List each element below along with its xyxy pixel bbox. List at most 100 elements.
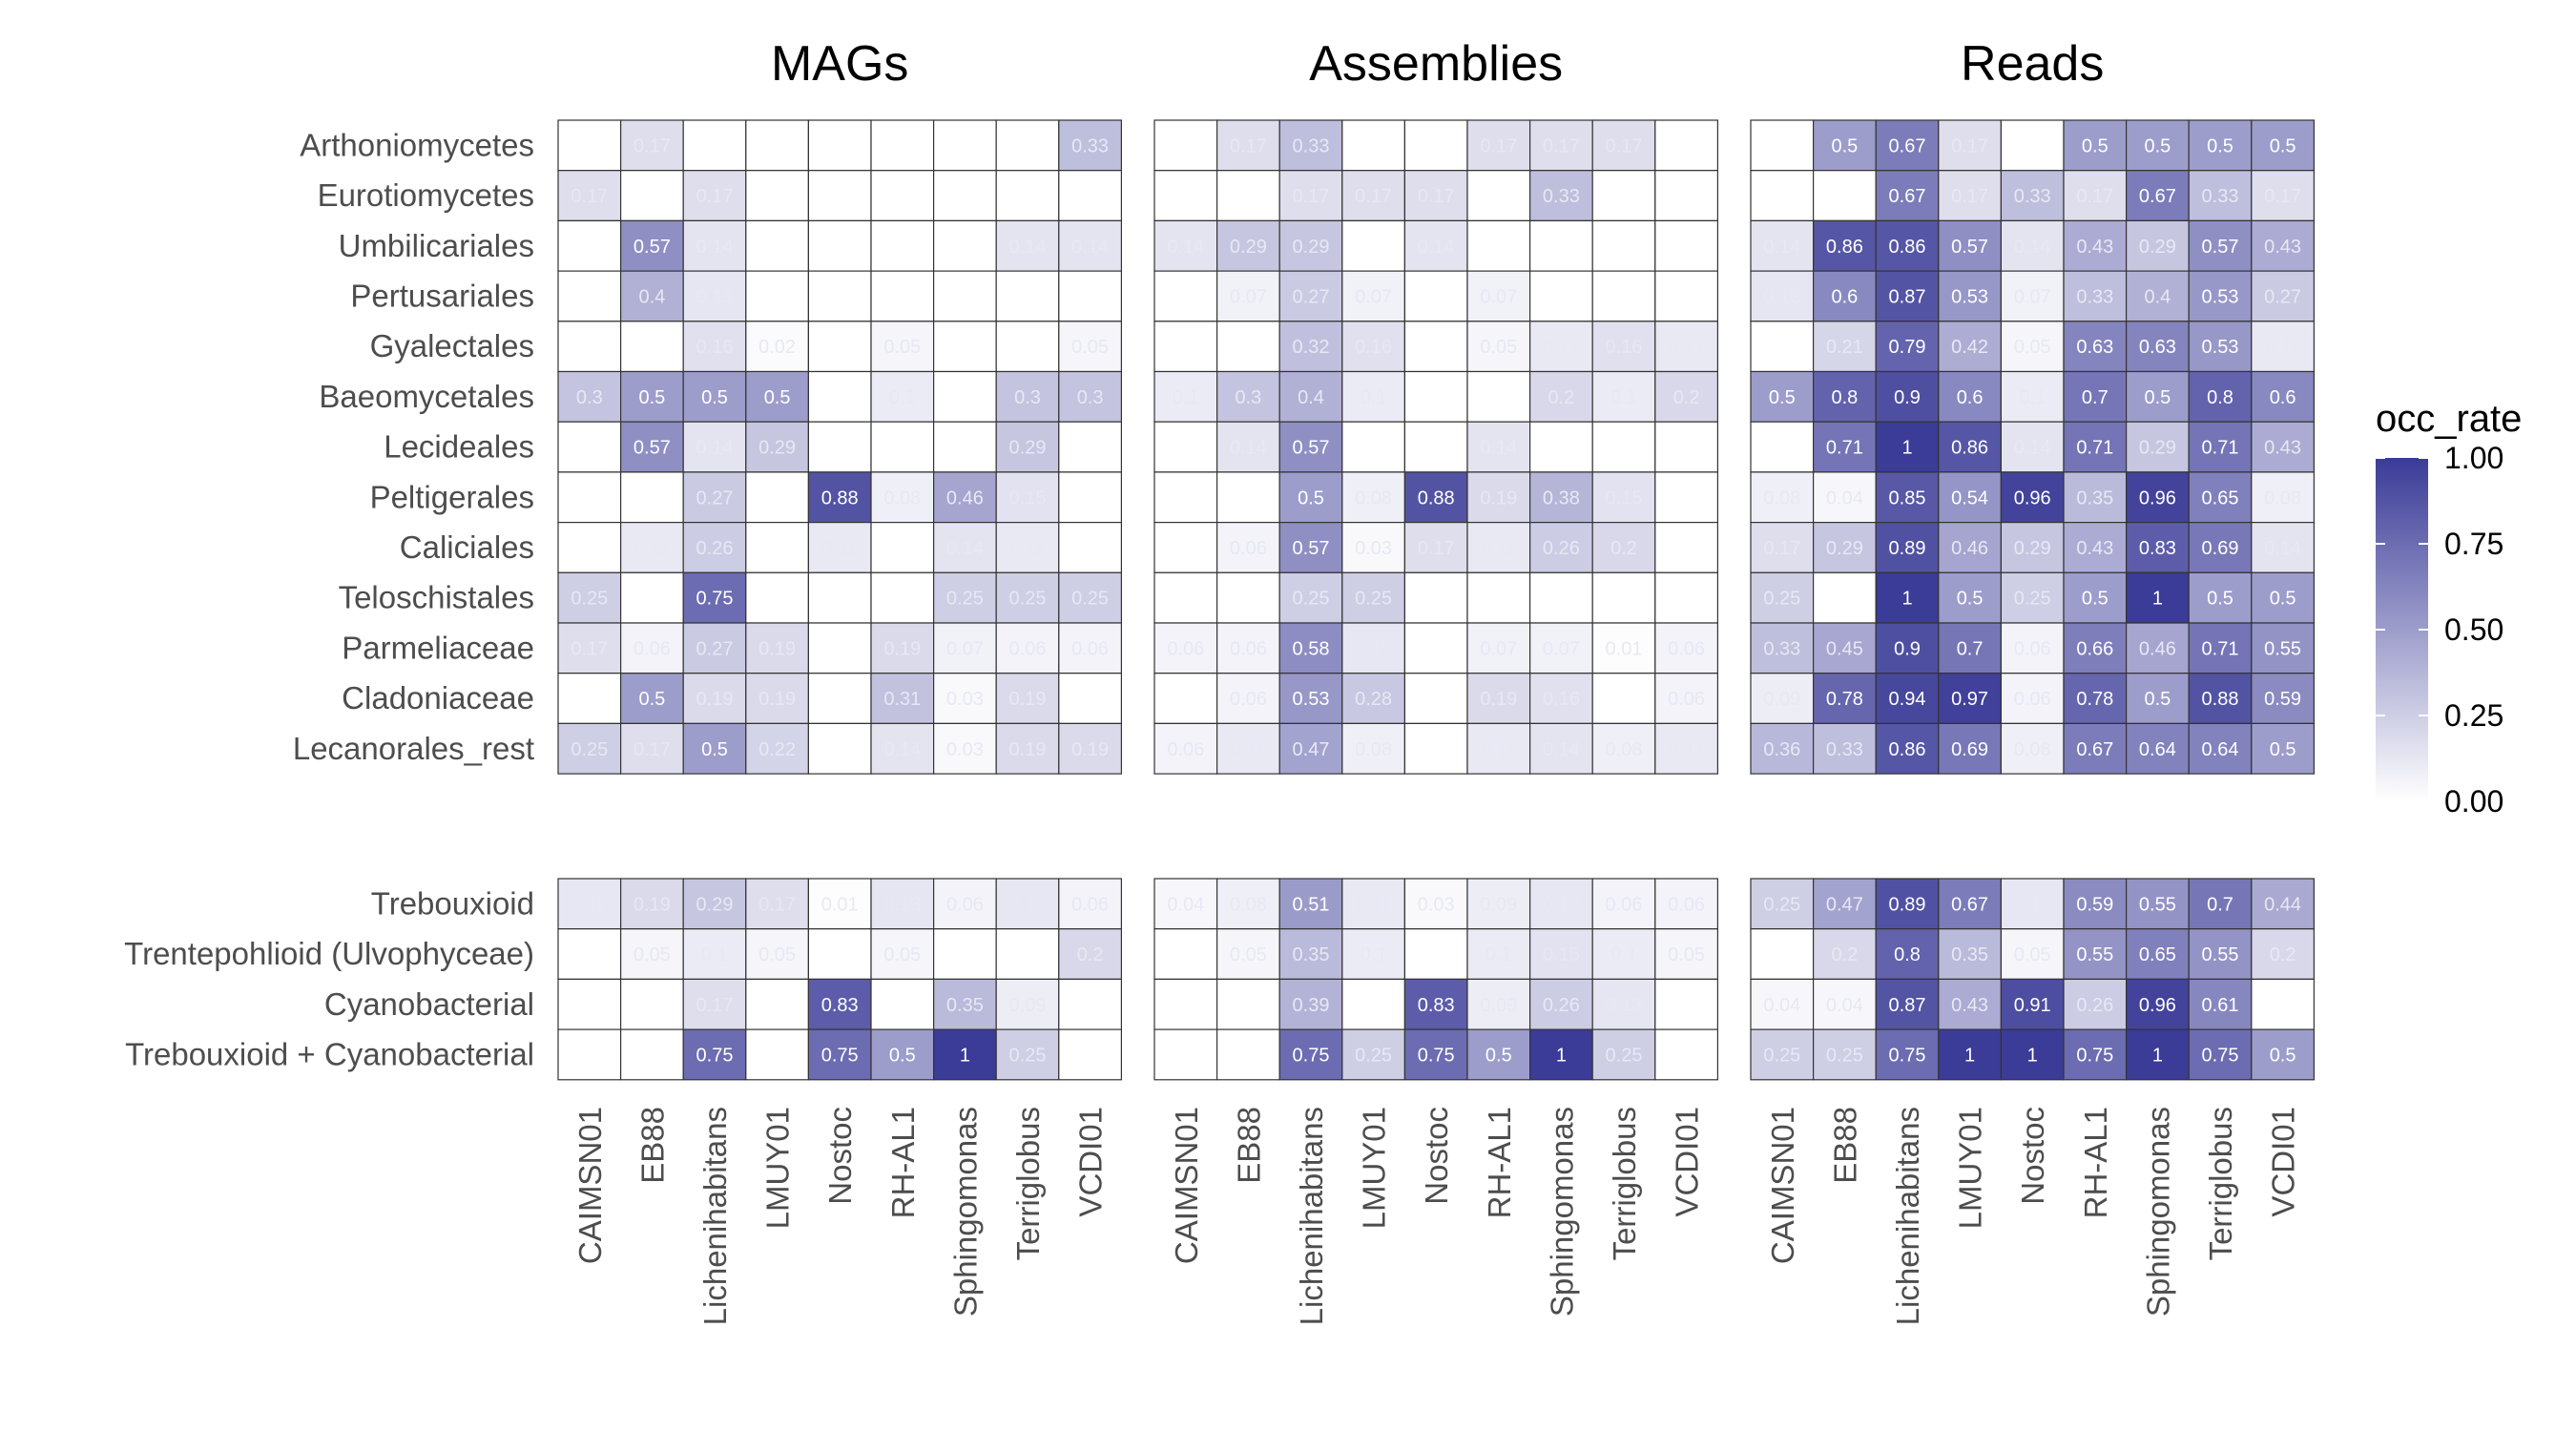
cell-value-label: 0.33 — [1071, 135, 1109, 156]
heatmap-cell — [932, 170, 997, 221]
heatmap-cell — [1750, 1028, 1815, 1081]
cell-value-label: 0.15 — [1606, 487, 1643, 508]
heatmap-cell — [682, 1028, 747, 1081]
cell-value-label: 0.07 — [1230, 286, 1267, 307]
heatmap-cell — [2188, 571, 2253, 624]
heatmap-cell — [1058, 170, 1123, 221]
heatmap-cell — [1153, 878, 1218, 930]
heatmap-cell — [932, 270, 997, 322]
cell-value-label: 0.06 — [1167, 638, 1204, 659]
heatmap-cell — [2126, 722, 2190, 775]
cell-value-label: 0.11 — [1669, 337, 1704, 358]
heatmap-cell — [870, 928, 935, 981]
cell-value-label: 0.17 — [571, 186, 608, 207]
heatmap-cell — [932, 878, 997, 930]
heatmap-cell — [2251, 170, 2316, 221]
cell-value-label: 0.1 — [1610, 944, 1637, 965]
heatmap-cell — [1466, 370, 1531, 423]
cell-value-label: 0.26 — [2076, 995, 2113, 1016]
cell-value-label: 0.5 — [2144, 387, 2171, 408]
cell-value-label: 0.27 — [2264, 286, 2301, 307]
cell-value-label: 0.57 — [1293, 438, 1330, 459]
cell-value-label: 0.71 — [1826, 438, 1863, 459]
heatmap-cell — [682, 673, 747, 725]
heatmap-cell — [1528, 622, 1593, 674]
heatmap-cell — [995, 370, 1060, 423]
column-label-terriglobus: Terriglobus — [2203, 1107, 2238, 1260]
heatmap-cell — [2126, 978, 2190, 1030]
cell-value-label: 0.33 — [1543, 186, 1580, 207]
heatmap-cell — [1654, 1028, 1719, 1081]
cell-value-label: 0.13 — [883, 894, 921, 915]
cell-value-label: 0.06 — [1071, 894, 1109, 915]
heatmap-cell — [1466, 119, 1531, 172]
heatmap-cell — [2000, 119, 2065, 172]
cell-value-label: 1 — [2152, 1045, 2163, 1066]
cell-value-label: 0.09 — [1009, 995, 1047, 1016]
heatmap-cell — [2063, 270, 2128, 322]
cell-value-label: 0.58 — [1293, 638, 1330, 659]
heatmap-cell — [2188, 321, 2253, 373]
cell-value-label: 0.07 — [1355, 286, 1392, 307]
cell-value-label: 0.11 — [1544, 337, 1579, 358]
cell-value-label: 0.19 — [696, 689, 734, 710]
cell-value-label: 0.06 — [1167, 739, 1204, 760]
heatmap-cell — [745, 270, 809, 322]
heatmap-cell — [2251, 673, 2316, 725]
heatmap-cell — [1278, 119, 1343, 172]
heatmap-cell — [557, 421, 622, 473]
heatmap-cell — [2063, 321, 2128, 373]
heatmap-cell — [1654, 370, 1719, 423]
column-label-lichenihabitans: Lichenihabitans — [1890, 1107, 1925, 1325]
cell-value-label: 0.19 — [883, 638, 921, 659]
column-label-rh-al1: RH-AL1 — [885, 1107, 921, 1218]
heatmap-cell — [1215, 170, 1280, 221]
heatmap-cell — [1278, 928, 1343, 981]
cell-value-label: 0.2 — [1610, 538, 1637, 559]
cell-value-label: 1 — [1901, 589, 1912, 610]
heatmap-cell — [1812, 270, 1877, 322]
cell-value-label: 0.33 — [2014, 186, 2051, 207]
heatmap-cell — [1591, 219, 1656, 272]
cell-value-label: 0.06 — [2014, 689, 2051, 710]
heatmap-cell — [932, 622, 997, 674]
heatmap-cell — [2251, 321, 2316, 373]
cell-group-mags-1: 0.12 0.19 0.29 0.17 0.01 0.13 0.06 0.12 0.06 0.05… — [557, 878, 1123, 1081]
cell-value-label: 0.14 — [946, 538, 984, 559]
heatmap-cell — [557, 119, 622, 172]
heatmap-cell — [619, 928, 684, 981]
heatmap-cell — [1058, 119, 1123, 172]
cell-group-assemblies-0: 0.17 0.33 0.17 0.17 0.17 0.17 0.17 0.17 0.33 0.14… — [1153, 119, 1719, 775]
cell-value-label: 0.16 — [1606, 337, 1643, 358]
cell-value-label: 0.54 — [1951, 487, 1988, 508]
cell-value-label: 0.17 — [634, 135, 671, 156]
row-label-trebouxioid-cyanobacterial: Trebouxioid + Cyanobacterial — [125, 1036, 534, 1071]
heatmap-cell — [1938, 673, 2003, 725]
heatmap-cell — [1153, 521, 1218, 573]
cell-value-label: 0.03 — [946, 739, 984, 760]
heatmap-cell — [870, 978, 935, 1030]
heatmap-cell — [1278, 1028, 1343, 1081]
row-label-peltigerales: Peltigerales — [370, 479, 534, 514]
heatmap-cell — [1938, 170, 2003, 221]
heatmap-cell — [2188, 928, 2253, 981]
cell-value-label: 0.5 — [2144, 689, 2171, 710]
heatmap-cell — [2251, 978, 2316, 1030]
cell-value-label: 0.06 — [1009, 638, 1047, 659]
heatmap-cell — [557, 1028, 622, 1081]
cell-value-label: 0.33 — [1763, 638, 1800, 659]
cell-value-label: 0.8 — [1894, 944, 1921, 965]
panel-reads: Reads 0.5 0.67 0.17 0.5 0.5 0.5 0.5 0.67 0.17 0.33… — [1750, 36, 2316, 1325]
heatmap-cell — [1750, 978, 1815, 1030]
heatmap-cell — [1058, 1028, 1123, 1081]
heatmap-cell — [619, 622, 684, 674]
cell-value-label: 0.08 — [1230, 894, 1267, 915]
heatmap-cell — [995, 270, 1060, 322]
heatmap-cell — [1403, 1028, 1468, 1081]
cell-value-label: 0.63 — [2139, 337, 2176, 358]
heatmap-cell — [2188, 370, 2253, 423]
cell-value-label: 0.19 — [1480, 689, 1517, 710]
cell-value-label: 0.14 — [1543, 739, 1580, 760]
heatmap-cell — [995, 119, 1060, 172]
